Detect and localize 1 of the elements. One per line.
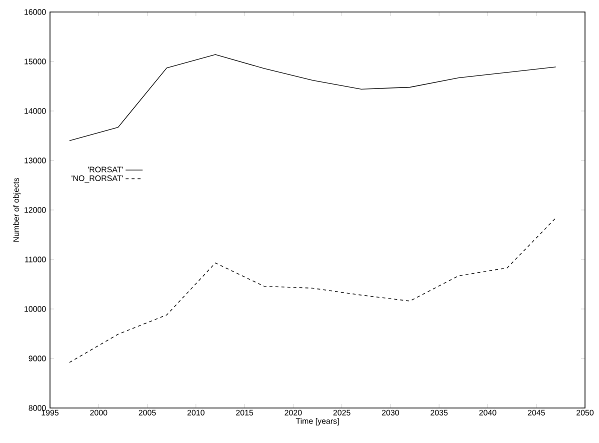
line-series [69, 218, 556, 363]
